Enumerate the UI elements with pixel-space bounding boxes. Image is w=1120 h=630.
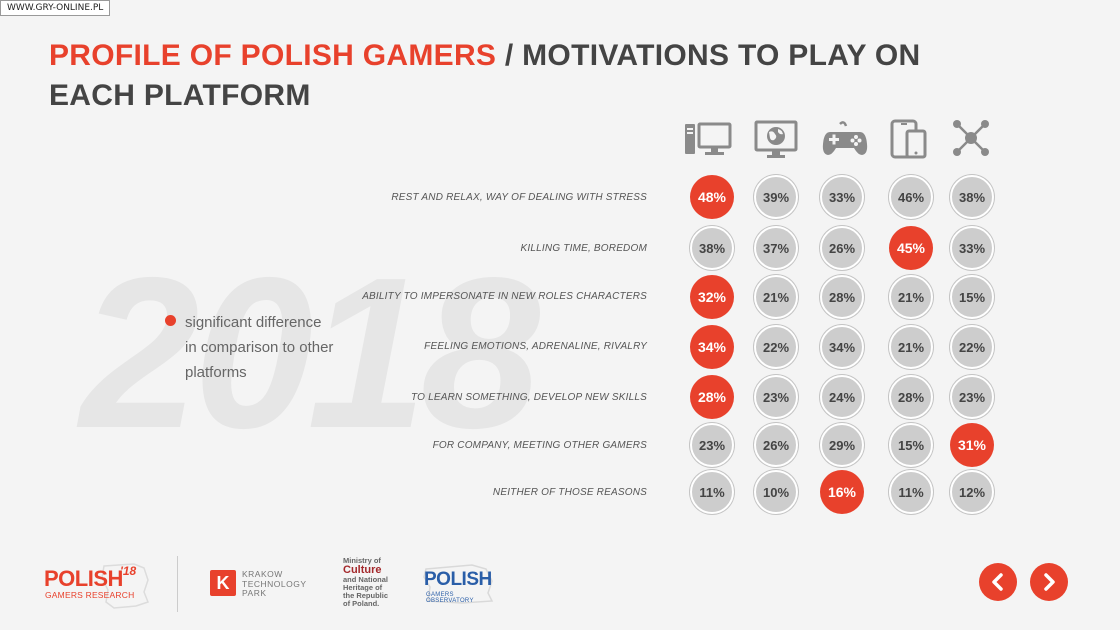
value-bubble: 38% bbox=[690, 226, 734, 270]
ministry-line: the Republic bbox=[343, 591, 389, 600]
watermark: WWW.GRY-ONLINE.PL bbox=[0, 0, 111, 16]
value-bubble: 46% bbox=[889, 175, 933, 219]
value-bubble: 37% bbox=[754, 226, 798, 270]
value-bubble-significant: 28% bbox=[690, 375, 734, 419]
value-bubble: 24% bbox=[820, 375, 864, 419]
value-bubble: 26% bbox=[820, 226, 864, 270]
year-background: 2018 bbox=[80, 232, 540, 473]
value-bubble: 28% bbox=[889, 375, 933, 419]
row-label: KILLING TIME, BOREDOM bbox=[520, 243, 647, 254]
legend-text: significant difference in comparison to … bbox=[185, 314, 334, 381]
row-label: REST AND RELAX, WAY OF DEALING WITH STRE… bbox=[391, 192, 647, 203]
ktp-text: KRAKOW TECHNOLOGY PARK bbox=[242, 569, 307, 598]
value-bubble: 33% bbox=[950, 226, 994, 270]
gamepad-icon bbox=[820, 118, 870, 162]
ministry-line: and National bbox=[343, 575, 389, 584]
value-bubble: 28% bbox=[820, 275, 864, 319]
krakow-technology-park-logo: K KRAKOW TECHNOLOGY PARK bbox=[210, 568, 330, 602]
chevron-left-icon bbox=[992, 573, 1003, 591]
value-bubble: 10% bbox=[754, 470, 798, 514]
legend-dot bbox=[165, 315, 176, 326]
ministry-of-culture-logo: Ministry of Culture and National Heritag… bbox=[343, 557, 388, 608]
logo-polish-text: POLISH bbox=[44, 566, 123, 591]
value-bubble: 12% bbox=[950, 470, 994, 514]
ktp-mark: K bbox=[210, 570, 236, 596]
value-bubble: 21% bbox=[754, 275, 798, 319]
value-bubble: 39% bbox=[754, 175, 798, 219]
desktop-pc-icon bbox=[683, 118, 733, 162]
value-bubble: 23% bbox=[950, 375, 994, 419]
previous-button[interactable] bbox=[979, 563, 1017, 601]
value-bubble: 22% bbox=[950, 325, 994, 369]
value-bubble: 15% bbox=[950, 275, 994, 319]
logo-sub-text: GAMERS RESEARCH bbox=[45, 590, 135, 600]
observatory-sub-text: GAMERS OBSERVATORY bbox=[426, 592, 474, 604]
ministry-line: Ministry of bbox=[343, 556, 381, 565]
next-button[interactable] bbox=[1030, 563, 1068, 601]
page-title: PROFILE OF POLISH GAMERS / MOTIVATIONS T… bbox=[49, 36, 1009, 116]
value-bubble: 33% bbox=[820, 175, 864, 219]
value-bubble: 38% bbox=[950, 175, 994, 219]
value-bubble: 11% bbox=[889, 470, 933, 514]
title-rest: / MOTIVATIONS TO PLAY ON EACH PLATFORM bbox=[49, 39, 921, 112]
legend: significant difference in comparison to … bbox=[165, 310, 365, 385]
value-bubble: 23% bbox=[690, 423, 734, 467]
value-bubble: 11% bbox=[690, 470, 734, 514]
row-label: FEELING EMOTIONS, ADRENALINE, RIVALRY bbox=[424, 341, 647, 352]
title-accent: PROFILE OF POLISH GAMERS bbox=[49, 39, 497, 72]
value-bubble-significant: 31% bbox=[950, 423, 994, 467]
value-bubble-significant: 32% bbox=[690, 275, 734, 319]
value-bubble: 29% bbox=[820, 423, 864, 467]
value-bubble: 22% bbox=[754, 325, 798, 369]
row-label: TO LEARN SOMETHING, DEVELOP NEW SKILLS bbox=[411, 392, 647, 403]
social-network-icon bbox=[947, 118, 997, 162]
row-label: ABILITY TO IMPERSONATE IN NEW ROLES CHAR… bbox=[362, 291, 647, 302]
ministry-line: of Poland. bbox=[343, 599, 380, 608]
polish-gamers-research-logo: POLISH '18 GAMERS RESEARCH bbox=[44, 562, 164, 612]
footer-divider bbox=[177, 556, 178, 612]
value-bubble: 15% bbox=[889, 423, 933, 467]
value-bubble: 21% bbox=[889, 325, 933, 369]
value-bubble-significant: 34% bbox=[690, 325, 734, 369]
ministry-culture-text: Culture bbox=[343, 564, 382, 576]
value-bubble-significant: 48% bbox=[690, 175, 734, 219]
logo-year-text: '18 bbox=[120, 564, 137, 578]
value-bubble-significant: 16% bbox=[820, 470, 864, 514]
value-bubble: 34% bbox=[820, 325, 864, 369]
ministry-line: Heritage of bbox=[343, 583, 383, 592]
mobile-devices-icon bbox=[888, 118, 938, 162]
value-bubble-significant: 45% bbox=[889, 226, 933, 270]
value-bubble: 21% bbox=[889, 275, 933, 319]
row-label: NEITHER OF THOSE REASONS bbox=[492, 487, 647, 498]
value-bubble: 26% bbox=[754, 423, 798, 467]
web-browser-icon bbox=[753, 118, 803, 162]
polish-gamers-observatory-logo: POLISH GAMERS OBSERVATORY bbox=[422, 563, 502, 605]
row-label: FOR COMPANY, MEETING OTHER GAMERS bbox=[432, 440, 647, 451]
chevron-right-icon bbox=[1044, 573, 1055, 591]
value-bubble: 23% bbox=[754, 375, 798, 419]
observatory-polish-text: POLISH bbox=[424, 569, 492, 590]
